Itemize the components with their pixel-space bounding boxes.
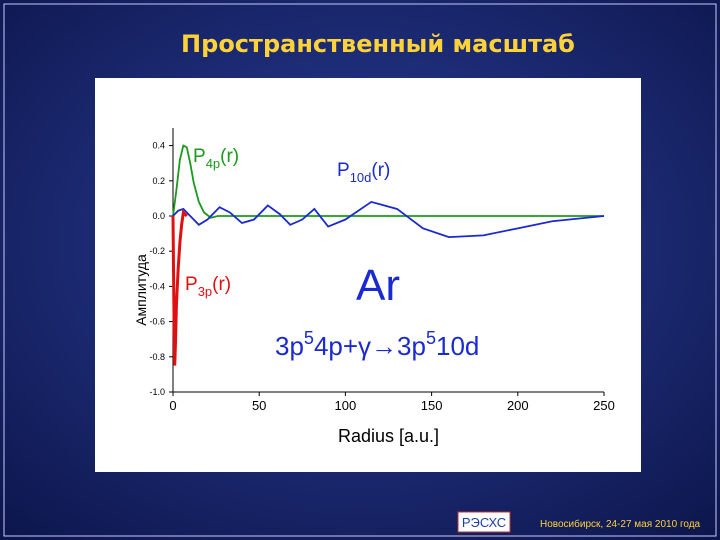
label-main: P	[185, 274, 198, 295]
frame	[3, 3, 717, 537]
logo: РЭСХС	[462, 515, 506, 530]
line-series	[171, 209, 188, 366]
series-label: P3p(r)	[185, 274, 231, 299]
label-sub: 10d	[350, 170, 372, 185]
x-tick-label: 100	[335, 398, 357, 413]
label-main: P	[193, 146, 206, 167]
y-tick-label: 0.4	[152, 141, 165, 151]
x-tick-label: 200	[507, 398, 529, 413]
reaction: 3p54p+γ→3p510d	[275, 328, 479, 361]
line-series	[172, 200, 605, 239]
y-tick-label: -1.0	[149, 387, 165, 397]
x-tick-label: 250	[593, 398, 615, 413]
y-tick-label: -0.4	[149, 281, 165, 291]
x-tick-label: 0	[169, 398, 176, 413]
y-tick-label: 0.2	[152, 176, 165, 186]
label-tail: (r)	[212, 274, 231, 295]
label-main: P	[337, 160, 350, 181]
slide-title: Пространственный масштаб	[181, 30, 575, 58]
element-label: Ar	[356, 261, 400, 310]
x-tick-label: 50	[252, 398, 266, 413]
series-label: P10d(r)	[337, 160, 390, 185]
label-tail: (r)	[371, 160, 390, 181]
line-series	[172, 144, 604, 219]
reaction-sup: 5	[426, 328, 436, 348]
label-sub: 4p	[206, 156, 220, 171]
x-tick-label: 150	[421, 398, 443, 413]
y-tick-label: -0.6	[149, 317, 165, 327]
y-tick-label: 0.0	[152, 211, 165, 221]
reaction-sup: 5	[304, 328, 314, 348]
reaction-text: 4p+γ→3p	[314, 331, 426, 361]
footer: Новосибирск, 24-27 мая 2010 года	[540, 518, 701, 530]
label-tail: (r)	[220, 146, 239, 167]
chart-panel	[95, 78, 641, 472]
logo-box	[457, 511, 511, 533]
reaction-text: 3p	[275, 331, 304, 361]
y-tick-label: -0.2	[149, 246, 165, 256]
reaction-text: 10d	[436, 331, 479, 361]
y-axis-label: Амплитуда	[133, 254, 149, 326]
y-tick-label: -0.8	[149, 352, 165, 362]
x-axis-label: Radius [a.u.]	[338, 426, 439, 446]
series-label: P4p(r)	[193, 146, 239, 171]
label-sub: 3p	[198, 284, 212, 299]
